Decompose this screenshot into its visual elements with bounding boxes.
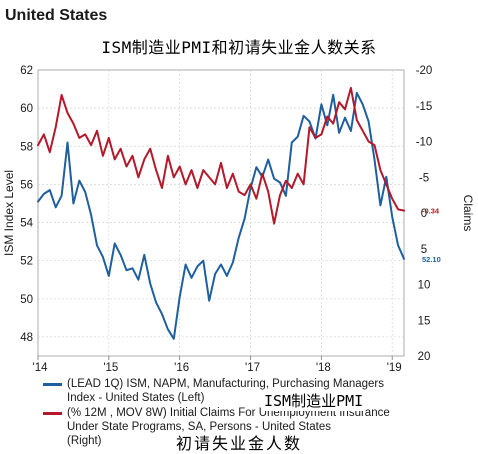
series-line-ism [37,91,405,340]
country-title: United States [5,7,108,24]
legend-swatch-claims [43,412,62,415]
series-line-claims [37,86,405,225]
right-tick-label: 5 [421,244,427,256]
x-tick-label: '18 [316,362,331,374]
right-tick-label: 0 [421,208,427,220]
legend-item-ism: (LEAD 1Q) ISM, NAPM, Manufacturing, Purc… [43,377,463,405]
left-tick-label: 52 [20,256,33,268]
overlay-label-ism: ISM制造业PMI [262,390,366,411]
right-axis-ticks: -20 -15 -10 -5 0 5 10 15 20 [416,65,433,363]
left-tick-label: 50 [20,294,33,306]
right-tick-label: -10 [416,137,433,149]
x-tick-label: '19 [387,362,402,374]
right-tick-label: 15 [418,315,431,327]
right-axis-label: Claims [461,195,475,232]
right-tick-label: -5 [419,172,429,184]
series-layer [37,86,405,340]
right-tick-label: -20 [416,65,433,77]
left-tick-label: 58 [20,141,33,153]
end-label-claims: -0.34 [422,207,440,216]
left-tick-label: 62 [20,65,33,77]
x-tick-label: '16 [174,362,189,374]
legend-swatch-ism [43,383,62,386]
left-tick-label: 56 [20,179,33,191]
left-tick-label: 54 [20,218,33,230]
x-tick-label: '14 [33,362,49,374]
overlay-title: ISM制造业PMI和初请失业金人数关系 [101,38,377,57]
end-label-ism: 52.10 [422,255,441,264]
legend-text-ism: (LEAD 1Q) ISM, NAPM, Manufacturing, Purc… [67,378,385,404]
left-axis-ticks: 62 60 58 56 54 52 50 48 [20,65,33,344]
x-axis-ticks: '14 '15 '16 '17 '18 '19 [33,356,402,374]
left-tick-label: 60 [20,103,33,115]
overlay-label-claims: 初请失业金人数 [175,434,302,453]
left-axis-label: ISM Index Level [2,170,16,256]
plot-area [37,69,405,357]
x-tick-label: '15 [103,362,118,374]
right-tick-label: 20 [418,351,431,363]
end-labels: 52.10 -0.34 [422,207,441,264]
left-tick-label: 48 [20,332,33,344]
right-tick-label: -15 [416,101,433,113]
right-tick-label: 10 [418,280,431,292]
x-tick-label: '17 [245,362,260,374]
